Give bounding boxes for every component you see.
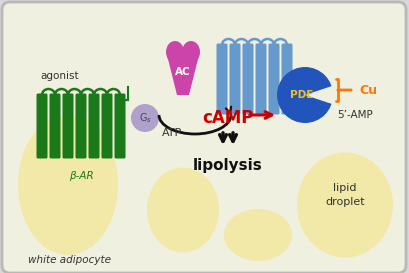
FancyBboxPatch shape (2, 2, 405, 273)
Text: agonist: agonist (40, 71, 79, 81)
FancyBboxPatch shape (114, 93, 125, 159)
FancyBboxPatch shape (49, 93, 61, 159)
FancyBboxPatch shape (216, 43, 227, 114)
Ellipse shape (296, 153, 392, 257)
Text: ATP: ATP (162, 128, 182, 138)
Text: β-AR: β-AR (69, 171, 94, 181)
Text: cAMP: cAMP (202, 109, 253, 127)
Ellipse shape (182, 41, 200, 63)
Circle shape (131, 104, 159, 132)
FancyBboxPatch shape (268, 43, 279, 114)
Circle shape (276, 67, 332, 123)
Text: white adipocyte: white adipocyte (28, 255, 111, 265)
Ellipse shape (166, 41, 184, 63)
FancyBboxPatch shape (255, 43, 266, 114)
Text: G$_s$: G$_s$ (139, 111, 152, 125)
Text: lipolysis: lipolysis (193, 158, 262, 173)
FancyBboxPatch shape (88, 93, 99, 159)
FancyBboxPatch shape (242, 43, 253, 114)
Text: PDE: PDE (290, 90, 313, 100)
Ellipse shape (147, 168, 218, 253)
Text: 5’-AMP: 5’-AMP (336, 110, 372, 120)
Text: AC: AC (175, 67, 190, 77)
Polygon shape (304, 85, 334, 105)
FancyBboxPatch shape (229, 43, 240, 114)
FancyBboxPatch shape (281, 43, 292, 114)
Text: Cu: Cu (358, 84, 376, 96)
FancyBboxPatch shape (36, 93, 47, 159)
Polygon shape (166, 55, 198, 95)
FancyBboxPatch shape (75, 93, 86, 159)
Text: lipid
droplet: lipid droplet (324, 183, 364, 207)
Ellipse shape (18, 115, 118, 255)
FancyBboxPatch shape (101, 93, 112, 159)
Ellipse shape (223, 209, 291, 261)
FancyBboxPatch shape (62, 93, 73, 159)
